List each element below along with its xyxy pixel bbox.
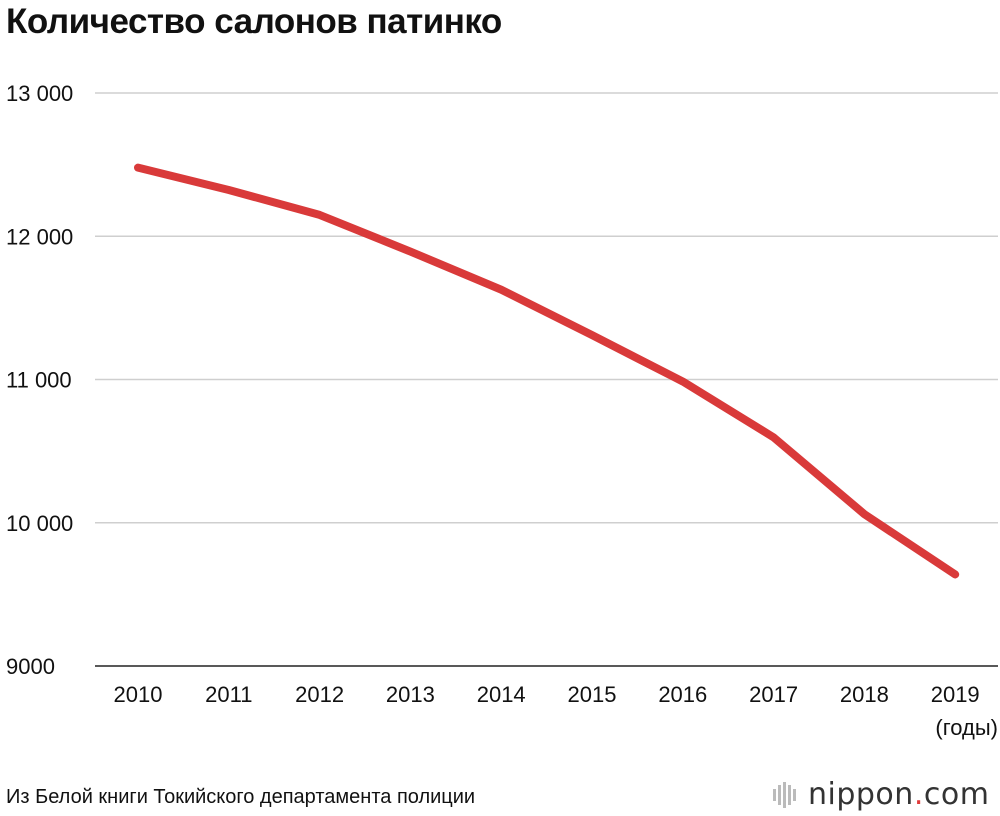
x-tick-label: 2013 [386,682,435,707]
y-tick-label: 13 000 [6,81,73,106]
series-line [134,163,960,579]
logo-dot: . [913,776,924,812]
data-point [679,378,687,386]
nippon-logo: nippon.com [772,772,989,816]
data-point [951,570,959,578]
grid [95,92,998,667]
nippon-bars-icon [773,782,796,808]
x-tick-label: 2011 [205,682,252,707]
y-tick-label: 12 000 [6,224,73,249]
x-axis: 2010 2011 2012 2013 2014 2015 2016 2017 2018 2019 [114,682,980,707]
x-tick-label: 2015 [568,682,617,707]
y-tick-label: 11 000 [6,368,72,393]
data-point [225,186,233,194]
y-axis: 9000 10 000 11 000 12 000 13 000 [6,81,73,679]
x-tick-label: 2016 [658,682,707,707]
x-axis-label: (годы) [935,715,998,740]
x-tick-label: 2017 [749,682,798,707]
x-tick-label: 2014 [477,682,526,707]
data-point [497,286,505,294]
logo-name: nippon [808,776,914,812]
series-group [134,163,960,579]
x-tick-label: 2019 [931,682,980,707]
x-tick-label: 2012 [295,682,344,707]
chart-title: Количество салонов патинко [6,2,502,41]
data-point [406,248,414,256]
x-tick-label: 2010 [114,682,163,707]
logo-suffix: com [923,776,990,812]
data-point [316,211,324,219]
data-point [860,510,868,518]
logo-text: nippon.com [808,777,989,812]
source-note: Из Белой книги Токийского департамента п… [6,786,476,808]
data-point [588,331,596,339]
data-point [770,433,778,441]
y-tick-label: 9000 [6,654,55,679]
data-point [134,164,142,172]
x-tick-label: 2018 [840,682,889,707]
y-tick-label: 10 000 [6,511,73,536]
